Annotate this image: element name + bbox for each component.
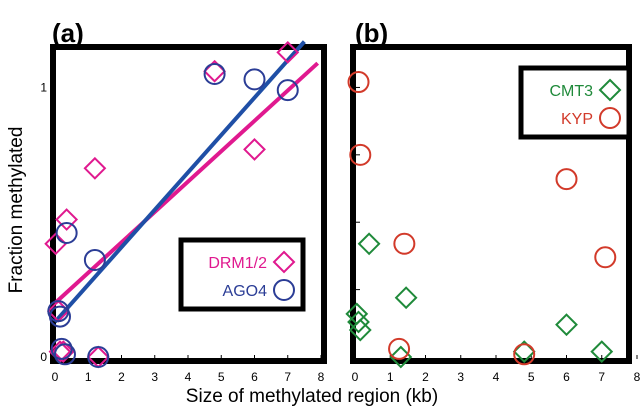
data-point-drm1-2 <box>243 138 266 161</box>
data-point-kyp <box>347 71 370 94</box>
data-point-ago4 <box>50 337 73 360</box>
x-tick-label-a: 6 <box>251 370 258 384</box>
data-point-cmt3 <box>348 318 372 342</box>
legend-marker-cmt3 <box>598 78 622 102</box>
x-tick-label-b: 1 <box>387 370 394 384</box>
data-point-cmt3 <box>347 310 370 334</box>
data-point-kyp <box>513 343 536 366</box>
x-tick-label-a: 4 <box>185 370 192 384</box>
data-point-ago4 <box>55 222 78 244</box>
plot-frame-b <box>350 44 632 364</box>
legend-label-cmt3: CMT3 <box>549 83 593 100</box>
x-tick-label-b: 2 <box>422 370 429 384</box>
data-point-drm1-2 <box>48 340 72 364</box>
data-point-drm1-2 <box>276 40 300 64</box>
x-tick-label-b: 0 <box>352 370 359 384</box>
x-tick-label-a: 1 <box>85 370 92 384</box>
data-point-ago4 <box>276 79 299 102</box>
data-point-cmt3 <box>357 232 381 256</box>
fit-line-drm1-2 <box>53 61 320 305</box>
fit-line-ago4 <box>53 40 306 324</box>
x-tick-label-b: 6 <box>563 370 570 384</box>
panel-label-b: (b) <box>355 18 388 48</box>
legend-label-ago4: AGO4 <box>223 283 268 300</box>
data-point-cmt3 <box>512 340 536 364</box>
data-point-cmt3 <box>590 340 614 364</box>
y-axis-label: Fraction methylated <box>6 127 27 294</box>
data-point-cmt3 <box>555 313 578 337</box>
data-point-ago4 <box>53 343 76 366</box>
x-tick-label-b: 8 <box>634 370 641 384</box>
data-point-kyp <box>555 168 578 191</box>
x-tick-label-b: 3 <box>457 370 464 384</box>
legend-marker-ago4 <box>273 279 295 301</box>
data-point-ago4 <box>83 248 106 271</box>
panel-b: (b) 0 1 2 3 4 5 6 7 8 CMT3 KYP <box>345 18 641 384</box>
legend-box-b <box>518 65 632 140</box>
data-point-kyp <box>388 337 411 360</box>
y-tick-label-a: 0 <box>40 350 47 364</box>
data-point-ago4 <box>87 346 110 368</box>
y-tick-label-a: 1 <box>40 80 47 94</box>
x-axis-label: Size of methylated region (kb) <box>186 386 438 406</box>
panel-a: (a) 0 1 2 3 4 5 6 7 8 0 1 DRM1/2 AGO4 <box>40 18 327 384</box>
legend-marker-kyp <box>599 107 621 129</box>
legend-box-a <box>178 237 306 312</box>
data-point-drm1-2 <box>44 232 68 256</box>
data-point-ago4 <box>243 68 266 91</box>
x-tick-label-b: 7 <box>598 370 605 384</box>
data-point-kyp <box>393 232 416 255</box>
data-point-kyp <box>594 246 617 269</box>
legend-label-drm1-2: DRM1/2 <box>208 255 267 272</box>
legend-marker-drm1-2 <box>272 250 296 274</box>
x-tick-label-b: 4 <box>493 370 500 384</box>
data-point-drm1-2 <box>55 208 79 231</box>
data-point-drm1-2 <box>203 59 227 83</box>
x-tick-label-a: 0 <box>52 370 59 384</box>
x-tick-label-b: 5 <box>528 370 535 384</box>
data-point-cmt3 <box>394 286 418 310</box>
x-tick-label-a: 8 <box>318 370 325 384</box>
x-tick-label-a: 5 <box>218 370 225 384</box>
panel-label-a: (a) <box>52 18 84 48</box>
x-tick-label-a: 3 <box>151 370 158 384</box>
x-tick-label-a: 2 <box>118 370 125 384</box>
data-point-ago4 <box>203 62 226 85</box>
data-point-ago4 <box>48 305 71 328</box>
x-tick-label-a: 7 <box>284 370 291 384</box>
plot-frame-a <box>50 44 327 364</box>
legend-label-kyp: KYP <box>561 111 593 128</box>
data-point-kyp <box>349 143 372 166</box>
data-point-drm1-2 <box>83 156 107 180</box>
